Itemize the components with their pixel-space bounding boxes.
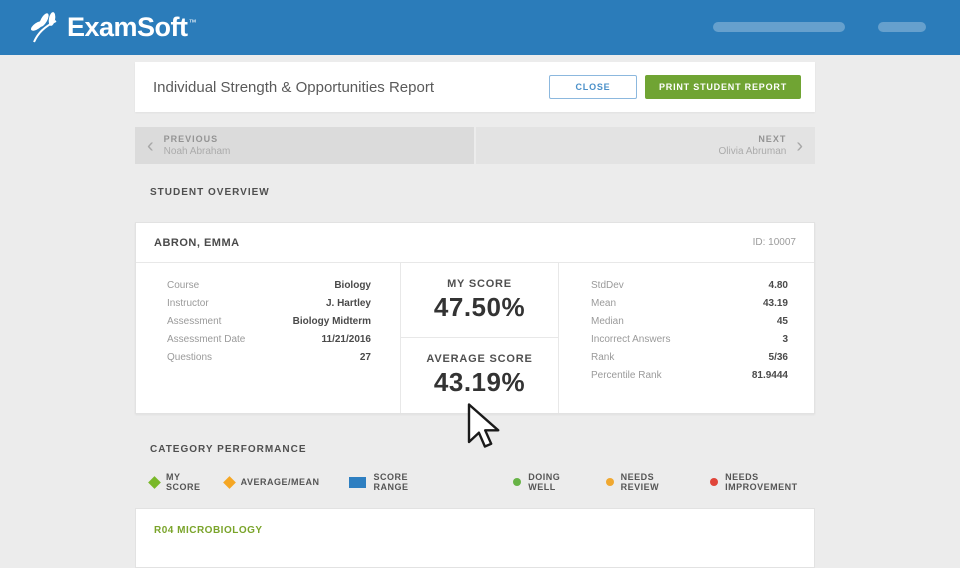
stat-value: 81.9444	[751, 369, 788, 381]
close-button[interactable]: CLOSE	[548, 75, 637, 99]
detail-row-assessment-date: Assessment Date 11/21/2016	[167, 330, 371, 348]
detail-value: Biology Midterm	[292, 315, 371, 327]
examsoft-leaf-icon	[30, 12, 57, 43]
stat-row-median: Median 45	[591, 312, 788, 330]
legend-item-average-mean: AVERAGE/MEAN	[222, 475, 320, 489]
report-header: Individual Strength & Opportunities Repo…	[135, 62, 815, 112]
topbar-nav-item-primary[interactable]	[713, 22, 845, 32]
topbar-nav-item-secondary[interactable]	[878, 22, 926, 32]
next-label: NEXT	[758, 134, 787, 144]
my-score-diamond-icon	[148, 475, 161, 489]
top-navigation-bar: ExamSoft ™	[0, 0, 960, 55]
stat-row-rank: Rank 5/36	[591, 348, 788, 366]
stat-row-stddev: StdDev 4.80	[591, 276, 788, 294]
legend-label: AVERAGE/MEAN	[240, 477, 320, 487]
statistics-panel: StdDev 4.80 Mean 43.19 Median 45 Incorre…	[591, 276, 788, 384]
previous-student-name: Noah Abraham	[163, 146, 231, 157]
score-summary-box: MY SCORE 47.50% AVERAGE SCORE 43.19%	[400, 263, 559, 413]
student-card-header: ABRON, EMMA ID: 10007	[136, 223, 814, 263]
legend-item-doing-well: DOING WELL	[513, 472, 575, 492]
legend-label: NEEDS IMPROVEMENT	[725, 472, 798, 492]
legend-item-score-range: SCORE RANGE	[349, 472, 427, 492]
chevron-left-icon: ‹	[147, 134, 154, 157]
my-score-cell: MY SCORE 47.50%	[401, 263, 558, 338]
legend-label: MY SCORE	[166, 472, 201, 492]
stat-row-percentile-rank: Percentile Rank 81.9444	[591, 366, 788, 384]
needs-improvement-dot-icon	[710, 478, 719, 486]
stat-label: Incorrect Answers	[591, 333, 671, 345]
stat-label: Percentile Rank	[591, 369, 662, 381]
stat-row-incorrect-answers: Incorrect Answers 3	[591, 330, 788, 348]
student-overview-card: ABRON, EMMA ID: 10007 Course Biology Ins…	[135, 222, 815, 414]
category-performance-section-title: CATEGORY PERFORMANCE	[150, 444, 307, 455]
stat-value: 5/36	[768, 351, 788, 363]
student-overview-section-title: STUDENT OVERVIEW	[150, 187, 270, 198]
stat-label: Mean	[591, 297, 617, 309]
detail-label: Questions	[167, 351, 213, 363]
stat-value: 3	[782, 333, 788, 345]
previous-label: PREVIOUS	[163, 134, 219, 144]
detail-label: Instructor	[167, 297, 209, 309]
student-name: ABRON, EMMA	[154, 236, 240, 249]
student-card-body: Course Biology Instructor J. Hartley Ass…	[136, 263, 814, 413]
detail-row-questions: Questions 27	[167, 348, 371, 366]
average-score-label: AVERAGE SCORE	[426, 353, 533, 365]
my-score-value: 47.50%	[433, 291, 526, 322]
detail-value: 27	[359, 351, 371, 363]
examsoft-logo[interactable]: ExamSoft ™	[30, 11, 197, 44]
next-student-button[interactable]: NEXT Olivia Abruman ›	[476, 127, 815, 164]
detail-label: Course	[167, 279, 200, 291]
my-score-label: MY SCORE	[447, 277, 512, 290]
detail-row-instructor: Instructor J. Hartley	[167, 294, 371, 312]
stat-value: 4.80	[768, 279, 788, 291]
doing-well-dot-icon	[513, 478, 522, 486]
detail-row-assessment: Assessment Biology Midterm	[167, 312, 371, 330]
legend-item-needs-improvement: NEEDS IMPROVEMENT	[710, 472, 810, 492]
stat-row-mean: Mean 43.19	[591, 294, 788, 312]
score-range-swatch-icon	[349, 476, 367, 488]
legend-item-needs-review: NEEDS REVIEW	[605, 472, 679, 492]
student-pager: ‹ PREVIOUS Noah Abraham NEXT Olivia Abru…	[135, 127, 815, 164]
chart-legend: MY SCORE AVERAGE/MEAN SCORE RANGE DOING …	[148, 472, 810, 492]
trademark-symbol: ™	[188, 18, 197, 27]
report-page: Individual Strength & Opportunities Repo…	[135, 0, 815, 568]
category-link-r04-microbiology[interactable]: R04 MICROBIOLOGY	[154, 525, 263, 536]
average-score-cell: AVERAGE SCORE 43.19%	[401, 338, 558, 413]
needs-review-dot-icon	[605, 478, 614, 486]
header-buttons: CLOSE PRINT STUDENT REPORT	[548, 75, 801, 99]
student-id: ID: 10007	[752, 237, 796, 248]
stat-value: 45	[776, 315, 788, 327]
detail-label: Assessment	[167, 315, 222, 327]
detail-label: Assessment Date	[167, 333, 246, 345]
category-performance-card: R04 MICROBIOLOGY	[135, 508, 815, 568]
average-mean-diamond-icon	[222, 475, 236, 489]
legend-label: NEEDS REVIEW	[620, 472, 660, 492]
stat-label: Median	[591, 315, 624, 327]
detail-value: Biology	[334, 279, 371, 291]
brand-name: ExamSoft	[67, 12, 188, 42]
previous-student-button[interactable]: ‹ PREVIOUS Noah Abraham	[135, 127, 474, 164]
detail-value: 11/21/2016	[321, 333, 372, 345]
stat-label: Rank	[591, 351, 615, 363]
average-score-value: 43.19%	[433, 367, 526, 397]
next-student-name: Olivia Abruman	[718, 146, 787, 157]
chevron-right-icon: ›	[796, 134, 803, 157]
print-student-report-button[interactable]: PRINT STUDENT REPORT	[644, 75, 801, 99]
detail-value: J. Hartley	[325, 297, 371, 309]
stat-label: StdDev	[591, 279, 624, 291]
mouse-cursor	[467, 403, 500, 448]
detail-row-course: Course Biology	[167, 276, 371, 294]
stat-value: 43.19	[762, 297, 788, 309]
assessment-details: Course Biology Instructor J. Hartley Ass…	[167, 276, 371, 366]
report-title: Individual Strength & Opportunities Repo…	[153, 78, 434, 96]
legend-item-my-score: MY SCORE	[148, 472, 205, 492]
legend-label: SCORE RANGE	[373, 472, 409, 492]
legend-label: DOING WELL	[528, 472, 561, 492]
